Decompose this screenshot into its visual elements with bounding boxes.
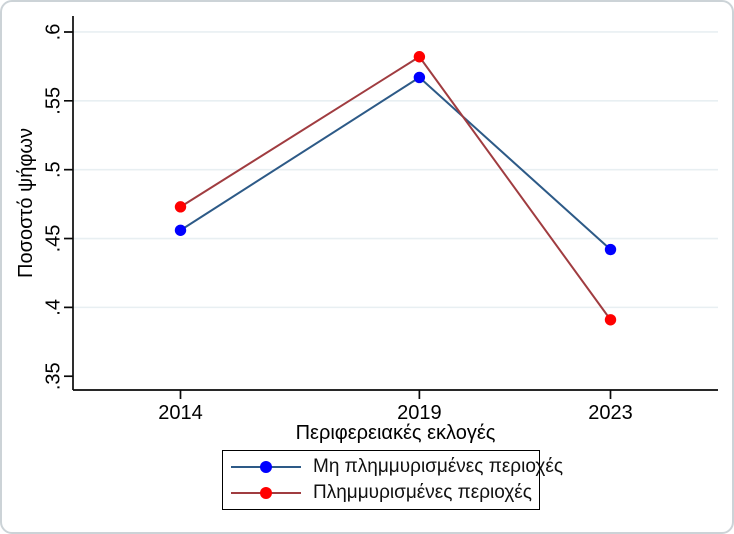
data-point-marker (604, 314, 617, 326)
x-axis-title: Περιφερειακές εκλογές (296, 422, 496, 444)
data-point-marker (413, 71, 426, 84)
x-tick-label: 2014 (158, 402, 203, 424)
y-tick-label: .45 (42, 225, 64, 253)
chart-legend: Μη πλημμυρισμένες περιοχές Πλημμυρισμένε… (222, 450, 563, 510)
legend-swatch (231, 461, 301, 473)
data-point-marker (413, 51, 426, 63)
legend-swatch (231, 487, 301, 499)
series-line (179, 76, 612, 251)
y-tick-label: .6 (42, 24, 64, 41)
data-point-marker (604, 243, 617, 256)
data-point-marker (174, 224, 187, 236)
legend-label: Μη πλημμυρισμένες περιοχές (313, 456, 563, 477)
legend-item: Μη πλημμυρισμένες περιοχές (223, 455, 563, 479)
y-axis-title: Ποσοστό ψήφων (15, 128, 37, 278)
legend-marker-icon (260, 461, 272, 473)
x-tick-label: 2023 (588, 402, 633, 424)
data-point-marker (174, 201, 187, 213)
legend-marker-icon (260, 487, 272, 499)
y-tick-label: .4 (42, 299, 64, 316)
y-tick-label: .35 (42, 362, 64, 390)
y-tick-label: .5 (42, 161, 64, 178)
y-tick-label: .55 (42, 87, 64, 115)
x-tick-label: 2019 (397, 402, 442, 424)
legend-item: Πλημμυρισμένες περιοχές (223, 481, 539, 505)
legend-label: Πλημμυρισμένες περιοχές (313, 482, 532, 503)
